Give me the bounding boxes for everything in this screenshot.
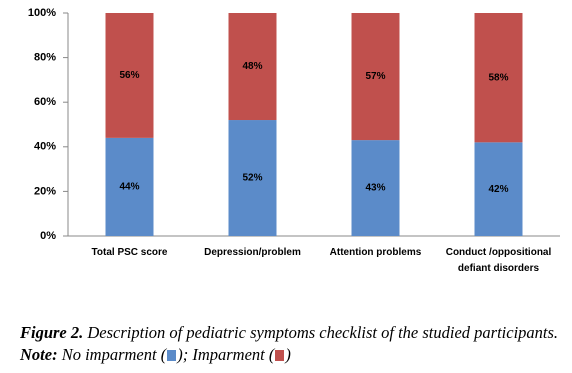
legend-swatch bbox=[275, 350, 285, 361]
value-label: 57% bbox=[365, 71, 385, 82]
caption: Figure 2. Description of pediatric sympt… bbox=[20, 322, 565, 366]
note-label: Note: bbox=[20, 345, 58, 364]
x-tick-label: Depression/problem bbox=[204, 247, 301, 258]
bar-segment bbox=[351, 13, 400, 141]
y-tick-label: 20% bbox=[34, 185, 56, 197]
bar-segment bbox=[351, 140, 400, 236]
value-label: 52% bbox=[242, 173, 262, 184]
value-label: 58% bbox=[488, 72, 508, 83]
y-tick-label: 100% bbox=[28, 7, 56, 19]
bracket: ( bbox=[268, 345, 275, 364]
x-tick-label: Total PSC score bbox=[91, 247, 168, 258]
figure-label: Figure 2. bbox=[20, 323, 84, 342]
value-label: 42% bbox=[488, 184, 508, 195]
value-label: 43% bbox=[365, 183, 385, 194]
caption-text: Description of pediatric symptoms checkl… bbox=[87, 323, 559, 342]
bracket: ) bbox=[285, 345, 291, 364]
bracket: ( bbox=[160, 345, 167, 364]
x-tick-label: Attention problems bbox=[329, 247, 422, 258]
x-tick-label: Conduct /oppositional defiant disorders bbox=[445, 247, 552, 274]
y-tick-label: 80% bbox=[34, 52, 56, 64]
value-label: 56% bbox=[119, 70, 139, 81]
value-label: 44% bbox=[119, 182, 139, 193]
bar-segment bbox=[474, 142, 523, 236]
bracket: ); bbox=[177, 345, 189, 364]
y-tick-label: 60% bbox=[34, 96, 56, 108]
y-tick-label: 40% bbox=[34, 141, 56, 153]
y-tick-label: 0% bbox=[40, 230, 56, 242]
chart: 0% 20% 40% 60% 80% 100% 44% 56% 52% 48% 43% 57% 42% 5… bbox=[28, 7, 560, 242]
legend-entry: Imparment bbox=[192, 345, 265, 364]
bar-segment bbox=[228, 13, 277, 121]
legend-swatch bbox=[167, 350, 177, 361]
bar-segment bbox=[474, 13, 523, 143]
legend-entry: No imparment bbox=[61, 345, 157, 364]
bar-segment bbox=[105, 137, 154, 236]
bar-segment bbox=[105, 13, 154, 138]
value-label: 48% bbox=[242, 61, 262, 72]
bar-segment bbox=[228, 120, 277, 236]
